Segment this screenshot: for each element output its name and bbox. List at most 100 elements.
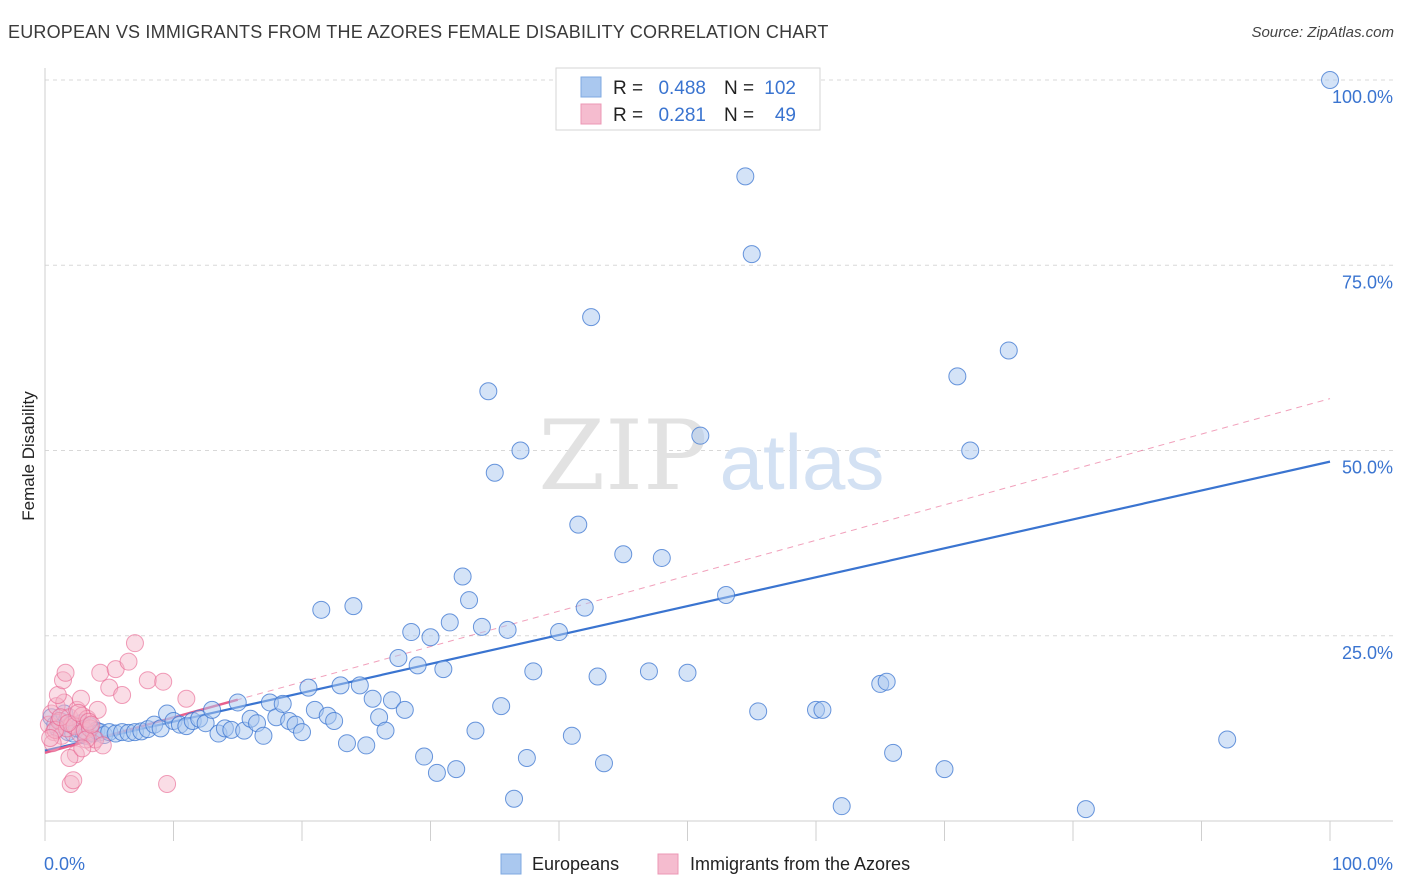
chart-source: Source: ZipAtlas.com [1251, 24, 1394, 41]
x-tick-label-left: 0.0% [44, 854, 85, 874]
point-europeans-72 [453, 567, 472, 586]
point-europeans-89 [588, 667, 607, 686]
legend-swatch-azores [657, 853, 679, 875]
point-europeans-95 [691, 426, 710, 445]
point-europeans-33 [203, 700, 222, 719]
point-europeans-61 [382, 691, 401, 710]
stat-n-value-pink: 49 [775, 105, 796, 126]
y-tick-labels: 25.0% 50.0% 75.0% 100.0% [1332, 87, 1393, 663]
point-europeans-111 [1218, 730, 1237, 749]
point-azores-45 [41, 729, 60, 748]
point-azores-23 [56, 663, 75, 682]
point-europeans-69 [434, 660, 453, 679]
point-europeans-76 [479, 382, 498, 401]
point-europeans-91 [614, 545, 633, 564]
point-azores-43 [69, 703, 88, 722]
stat-n-value-blue: 102 [764, 78, 796, 99]
point-europeans-37 [228, 693, 247, 712]
point-europeans-102 [832, 797, 851, 816]
stat-r-label-pink: R = [613, 105, 643, 126]
point-europeans-82 [517, 749, 536, 768]
point-europeans-60 [376, 721, 395, 740]
point-europeans-56 [350, 676, 369, 695]
point-europeans-65 [408, 656, 427, 675]
point-europeans-52 [325, 711, 344, 730]
y-axis-title: Female Disability [19, 391, 38, 521]
stat-n-label-blue: N = [724, 78, 754, 99]
point-europeans-108 [961, 441, 980, 460]
chart-title: EUROPEAN VS IMMIGRANTS FROM THE AZORES F… [8, 22, 829, 42]
point-europeans-80 [505, 789, 524, 808]
point-europeans-104 [877, 672, 896, 691]
x-tick-label-right: 100.0% [1332, 854, 1393, 874]
stat-r-label-blue: R = [613, 78, 643, 99]
point-europeans-55 [344, 597, 363, 616]
point-europeans-85 [562, 726, 581, 745]
y-tick-label-1: 50.0% [1342, 458, 1393, 478]
point-europeans-84 [550, 623, 568, 642]
point-europeans-53 [331, 676, 350, 695]
point-azores-46 [60, 749, 79, 768]
point-europeans-83 [524, 662, 543, 681]
point-azores-33 [113, 686, 132, 705]
point-azores-34 [119, 652, 138, 671]
point-europeans-64 [402, 623, 421, 642]
point-azores-11 [68, 700, 87, 719]
point-europeans-98 [736, 167, 755, 186]
point-azores-44 [79, 712, 98, 731]
watermark-zip: ZIP [538, 400, 707, 512]
point-azores-29 [91, 663, 110, 682]
point-azores-20 [43, 734, 62, 753]
legend-swatch-europeans [500, 853, 522, 875]
watermark: ZIP atlas [538, 400, 884, 512]
point-europeans-71 [447, 760, 466, 779]
point-europeans-70 [440, 613, 459, 632]
stats-box: R = 0.488 N = 102 R = 0.281 N = 49 [555, 67, 821, 131]
point-europeans-94 [678, 663, 697, 682]
point-europeans-58 [363, 689, 382, 708]
point-europeans-81 [511, 441, 530, 460]
point-europeans-92 [639, 662, 658, 681]
point-azores-35 [125, 634, 144, 653]
point-europeans-112 [1321, 71, 1339, 89]
point-europeans-86 [569, 515, 588, 534]
point-europeans-87 [575, 598, 594, 617]
y-tick-label-2: 75.0% [1342, 272, 1393, 292]
point-europeans-54 [337, 734, 356, 753]
point-europeans-48 [299, 678, 318, 697]
point-europeans-66 [415, 747, 434, 766]
point-azores-27 [71, 689, 90, 708]
point-europeans-75 [472, 617, 491, 636]
stat-r-value-pink: 0.281 [658, 105, 706, 126]
point-europeans-99 [749, 702, 768, 721]
point-europeans-78 [492, 697, 511, 716]
point-europeans-50 [312, 600, 331, 619]
point-europeans-74 [466, 721, 485, 740]
y-tick-label-3: 100.0% [1332, 87, 1393, 107]
point-europeans-90 [594, 754, 613, 773]
axes-layer [44, 68, 1393, 841]
point-europeans-41 [254, 726, 273, 745]
point-europeans-105 [884, 743, 903, 762]
point-europeans-63 [395, 700, 414, 719]
point-azores-25 [64, 771, 83, 790]
point-azores-39 [177, 689, 196, 708]
point-azores-36 [138, 671, 157, 690]
point-azores-37 [154, 672, 173, 691]
point-europeans-79 [498, 620, 517, 639]
y-tick-label-0: 25.0% [1342, 643, 1393, 663]
point-europeans-106 [935, 760, 954, 779]
legend-label-europeans: Europeans [532, 854, 619, 874]
point-azores-48 [82, 715, 101, 734]
points-layer [39, 71, 1339, 819]
point-azores-38 [158, 774, 177, 793]
point-europeans-93 [652, 548, 671, 567]
point-europeans-96 [717, 585, 736, 604]
legend-label-azores: Immigrants from the Azores [690, 854, 910, 874]
point-azores-30 [93, 736, 112, 755]
stat-r-value-blue: 0.488 [658, 78, 706, 99]
point-europeans-110 [1076, 800, 1095, 819]
point-europeans-109 [999, 341, 1018, 360]
grid-layer [45, 79, 1393, 637]
